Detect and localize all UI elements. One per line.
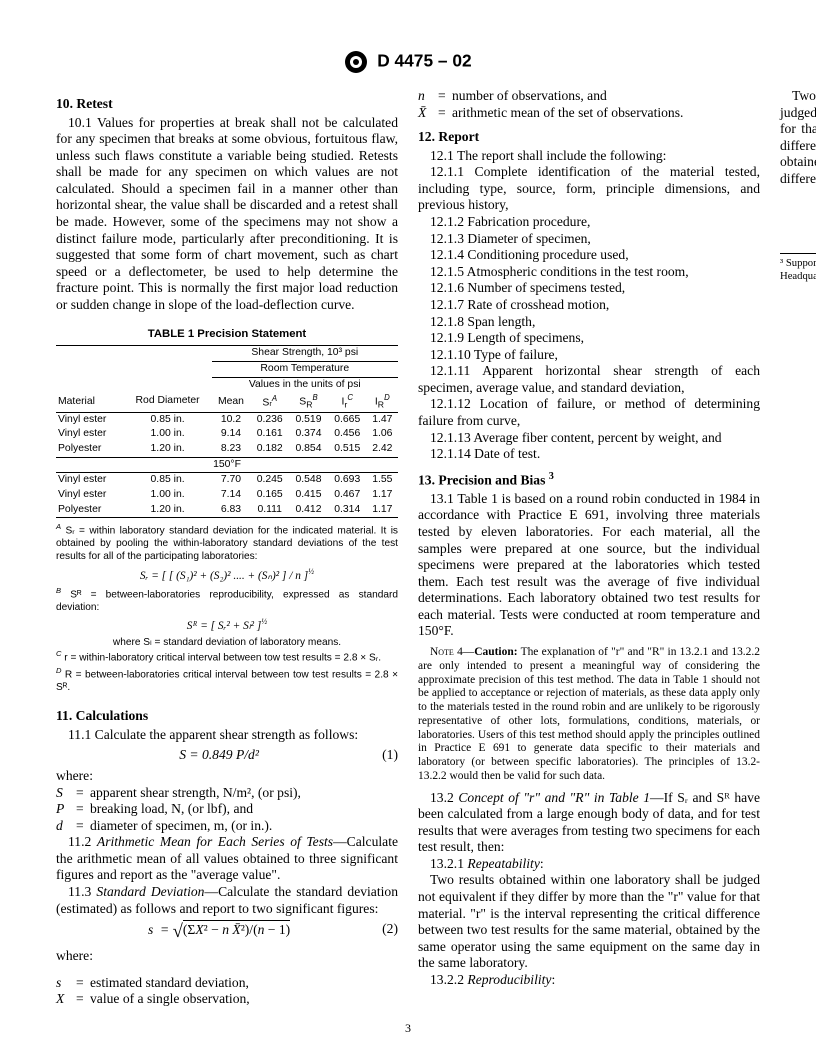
where-P: P=breaking load, N, (or lbf), and [56, 801, 398, 818]
section-10-p1: 10.1 Values for properties at break shal… [56, 115, 398, 314]
table-row: Vinyl ester0.85 in.7.700.2450.5480.6931.… [56, 473, 398, 488]
report-item: 12.1.11 Apparent horizontal shear streng… [418, 363, 760, 396]
where-n: n=number of observations, and [418, 88, 760, 105]
report-item: 12.1.9 Length of specimens, [418, 330, 760, 347]
designation: D 4475 – 02 [377, 51, 471, 71]
s11-p1: 11.1 Calculate the apparent shear streng… [56, 727, 398, 744]
section-11-title: 11. Calculations [56, 708, 398, 725]
where-Xbar: X̄=arithmetic mean of the set of observa… [418, 105, 760, 122]
table-row: Polyester1.20 in.6.830.1110.4120.3141.17 [56, 503, 398, 518]
page-header: D 4475 – 02 [56, 50, 760, 74]
table-row: Vinyl ester1.00 in.9.140.1610.3740.4561.… [56, 427, 398, 442]
s13-repro-body: Two test results obtained by different l… [780, 88, 816, 187]
where-s: s=estimated standard deviation, [56, 975, 398, 992]
page-number: 3 [0, 1021, 816, 1036]
note-4: Note 4—Caution: The explanation of "r" a… [418, 646, 760, 784]
table-row: Vinyl ester1.00 in.7.140.1650.4150.4671.… [56, 488, 398, 503]
section-13-title: 13. Precision and Bias 3 [418, 471, 760, 489]
s11-p2: 11.2 Arithmetic Mean for Each Series of … [56, 834, 398, 884]
table1: Shear Strength, 10³ psi Room Temperature… [56, 345, 398, 518]
where-d: d=diameter of specimen, m, (or in.). [56, 818, 398, 835]
where-label: where: [56, 768, 398, 785]
footnote-3: ³ Supporting data are available at ASTM … [780, 253, 816, 283]
report-item: 12.1.7 Rate of crosshead motion, [418, 297, 760, 314]
s12-p1: 12.1 The report shall include the follow… [418, 148, 760, 165]
where-S: S=apparent shear strength, N/m², (or psi… [56, 785, 398, 802]
report-item: 12.1.5 Atmospheric conditions in the tes… [418, 264, 760, 281]
s13-p1: 13.1 Table 1 is based on a round robin c… [418, 491, 760, 640]
section-12-title: 12. Report [418, 129, 760, 146]
s13-rep-head: 13.2.1 Repeatability: [418, 856, 760, 873]
s13-repro-head: 13.2.2 Reproducibility: [418, 972, 760, 989]
astm-logo-icon [344, 50, 368, 74]
table1-title: TABLE 1 Precision Statement [56, 328, 398, 342]
table1-footnotes: A Sᵣ = within laboratory standard deviat… [56, 522, 398, 694]
where2-label: where: [56, 948, 398, 965]
report-item: 12.1.6 Number of specimens tested, [418, 280, 760, 297]
report-item: 12.1.4 Conditioning procedure used, [418, 247, 760, 264]
report-item: 12.1.13 Average fiber content, percent b… [418, 430, 760, 447]
report-item: 12.1.12 Location of failure, or method o… [418, 396, 760, 429]
section-10-title: 10. Retest [56, 96, 398, 113]
s13-rep-body: Two results obtained within one laborato… [418, 872, 760, 971]
report-item: 12.1.10 Type of failure, [418, 347, 760, 364]
s11-p3: 11.3 Standard Deviation—Calculate the st… [56, 884, 398, 917]
report-item: 12.1.8 Span length, [418, 314, 760, 331]
eq1: S = 0.849 P/d²(1) [56, 747, 398, 764]
report-item: 12.1.3 Diameter of specimen, [418, 231, 760, 248]
report-item: 12.1.1 Complete identification of the ma… [418, 164, 760, 214]
s13-p2: 13.2 Concept of "r" and "R" in Table 1—I… [418, 790, 760, 856]
eq2: s = √(ΣX² − n X̄²)/(n − 1) (2) [56, 921, 398, 944]
table-row: Vinyl ester0.85 in.10.20.2360.5190.6651.… [56, 412, 398, 427]
table-row: Polyester1.20 in.8.230.1820.8540.5152.42 [56, 442, 398, 457]
report-item: 12.1.2 Fabrication procedure, [418, 214, 760, 231]
where-X: X=value of a single observation, [56, 991, 398, 1008]
report-item: 12.1.14 Date of test. [418, 446, 760, 463]
